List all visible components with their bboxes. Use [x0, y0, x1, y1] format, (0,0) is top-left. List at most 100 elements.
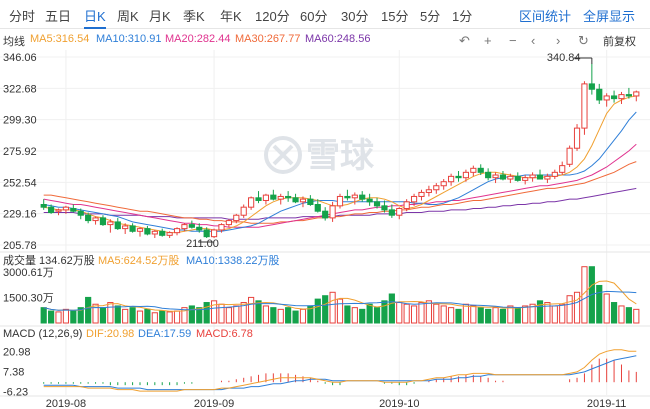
candle[interactable]: [166, 231, 173, 239]
candle[interactable]: [210, 228, 218, 239]
tab-0[interactable]: 分时: [9, 9, 36, 24]
candle[interactable]: [588, 63, 595, 95]
candle[interactable]: [388, 204, 395, 218]
candle[interactable]: [573, 124, 581, 151]
candle[interactable]: [114, 217, 121, 230]
candle[interactable]: [359, 191, 366, 202]
candle[interactable]: [48, 204, 55, 214]
candle[interactable]: [233, 213, 240, 224]
candle[interactable]: [544, 173, 551, 184]
candle[interactable]: [92, 216, 99, 225]
undo-icon[interactable]: ↶: [459, 33, 470, 48]
candle[interactable]: [433, 183, 440, 194]
candle[interactable]: [314, 199, 321, 213]
candle[interactable]: [77, 208, 84, 220]
fullscreen-button[interactable]: 全屏显示: [583, 9, 636, 24]
candle[interactable]: [188, 220, 195, 229]
candle[interactable]: [181, 223, 188, 232]
refresh-icon[interactable]: ↻: [578, 33, 589, 48]
candle[interactable]: [277, 193, 284, 205]
candle[interactable]: [625, 87, 632, 99]
candle[interactable]: [381, 200, 388, 213]
candle[interactable]: [99, 215, 107, 226]
candle[interactable]: [144, 225, 151, 236]
tab-9[interactable]: 30分: [341, 9, 369, 24]
candle[interactable]: [396, 207, 403, 220]
candle[interactable]: [262, 193, 270, 205]
candle[interactable]: [351, 192, 358, 205]
tab-3[interactable]: 周K: [117, 9, 139, 24]
candle[interactable]: [129, 223, 136, 233]
tab-2[interactable]: 日K: [84, 6, 106, 29]
candle[interactable]: [499, 170, 507, 181]
candle[interactable]: [455, 170, 462, 182]
candle[interactable]: [255, 191, 262, 204]
candle[interactable]: [159, 228, 166, 237]
tab-5[interactable]: 季K: [183, 9, 205, 24]
candle[interactable]: [596, 83, 603, 104]
candle[interactable]: [196, 223, 203, 233]
candle[interactable]: [322, 207, 329, 221]
candle[interactable]: [559, 161, 566, 176]
zoom-out-icon[interactable]: −: [509, 33, 517, 48]
candle[interactable]: [425, 185, 432, 197]
candle[interactable]: [551, 169, 558, 180]
adjust-mode-button[interactable]: 前复权: [603, 36, 636, 48]
candle[interactable]: [418, 189, 425, 201]
tab-1[interactable]: 五日: [45, 9, 72, 24]
candle[interactable]: [485, 168, 492, 181]
candle[interactable]: [62, 205, 70, 214]
candle[interactable]: [307, 195, 314, 206]
tab-6[interactable]: 年K: [220, 9, 242, 24]
candle[interactable]: [514, 172, 521, 182]
candle[interactable]: [151, 229, 158, 239]
candle[interactable]: [173, 227, 181, 236]
candle[interactable]: [373, 197, 381, 209]
candle[interactable]: [477, 164, 484, 176]
candle[interactable]: [136, 227, 144, 237]
tab-12[interactable]: 1分: [452, 9, 473, 24]
candle[interactable]: [610, 90, 618, 103]
candle[interactable]: [107, 219, 114, 233]
candle[interactable]: [366, 193, 373, 206]
candle[interactable]: [633, 90, 640, 102]
candle[interactable]: [403, 199, 410, 212]
candle[interactable]: [462, 169, 470, 182]
candle[interactable]: [292, 193, 299, 204]
candle[interactable]: [536, 169, 544, 180]
candle[interactable]: [529, 172, 536, 182]
candle[interactable]: [70, 204, 77, 213]
candle[interactable]: [344, 189, 351, 201]
candle[interactable]: [240, 204, 247, 218]
tab-10[interactable]: 15分: [381, 9, 409, 24]
candle[interactable]: [566, 145, 573, 167]
zoom-in-icon[interactable]: +: [484, 33, 492, 48]
scroll-right-icon[interactable]: ›: [556, 33, 561, 48]
candle[interactable]: [122, 223, 129, 234]
candle[interactable]: [85, 212, 92, 224]
candle[interactable]: [218, 223, 225, 233]
candle[interactable]: [603, 93, 610, 107]
candle[interactable]: [492, 172, 499, 184]
candle[interactable]: [470, 165, 477, 177]
candle[interactable]: [618, 91, 625, 104]
tab-7[interactable]: 120分: [255, 9, 290, 24]
candle[interactable]: [203, 227, 210, 239]
candle[interactable]: [440, 179, 447, 190]
candle[interactable]: [299, 196, 307, 208]
candle[interactable]: [270, 189, 277, 201]
candle[interactable]: [248, 196, 255, 210]
candle[interactable]: [285, 191, 292, 202]
candle[interactable]: [581, 81, 588, 135]
candle[interactable]: [40, 199, 47, 210]
tab-4[interactable]: 月K: [149, 9, 171, 24]
candle[interactable]: [522, 175, 529, 185]
candle[interactable]: [336, 193, 344, 209]
candle[interactable]: [410, 193, 418, 206]
candle[interactable]: [225, 219, 232, 228]
tab-11[interactable]: 5分: [420, 9, 441, 24]
scroll-left-icon[interactable]: ‹: [531, 33, 536, 48]
candle[interactable]: [55, 208, 62, 216]
range-stats-button[interactable]: 区间统计: [519, 9, 572, 24]
